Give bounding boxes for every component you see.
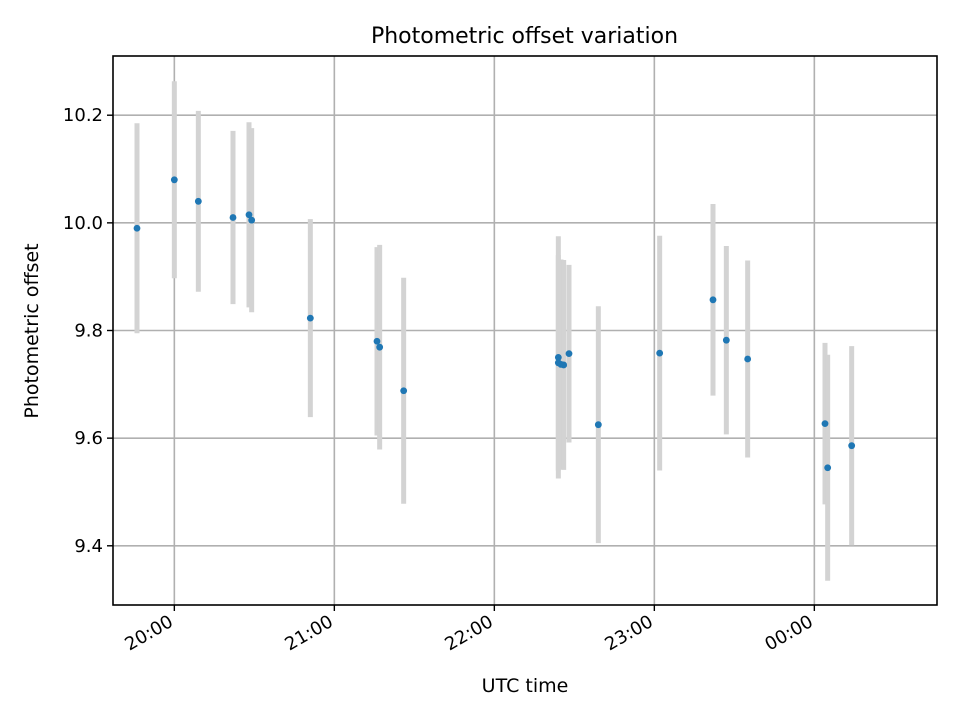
data-point [170, 176, 178, 184]
data-point [245, 211, 253, 219]
data-point [376, 343, 384, 351]
chart-title: Photometric offset variation [371, 24, 678, 49]
data-point [744, 355, 752, 363]
data-markers [133, 176, 856, 472]
data-point [554, 354, 562, 361]
x-axis-label: UTC time [482, 675, 569, 697]
data-point [565, 350, 573, 358]
data-point [229, 214, 237, 221]
data-point [824, 464, 832, 472]
data-point [709, 296, 717, 304]
y-tick-label: 9.6 [74, 428, 103, 449]
data-point [594, 421, 602, 429]
y-tick-label: 9.8 [74, 321, 103, 342]
data-point [133, 224, 141, 232]
data-point [560, 361, 568, 369]
data-point [194, 197, 202, 205]
grid-lines [113, 56, 937, 605]
y-axis-label: Photometric offset [21, 243, 43, 418]
data-point [656, 349, 664, 357]
data-point [722, 336, 730, 344]
data-point [373, 337, 381, 345]
y-tick-label: 10.0 [63, 213, 103, 234]
data-point [306, 314, 314, 322]
y-tick-label: 9.4 [74, 536, 103, 557]
data-point [400, 387, 408, 395]
y-tick-label: 10.2 [63, 105, 103, 126]
data-point [848, 442, 856, 450]
data-point [821, 420, 829, 428]
data-point [248, 216, 256, 224]
